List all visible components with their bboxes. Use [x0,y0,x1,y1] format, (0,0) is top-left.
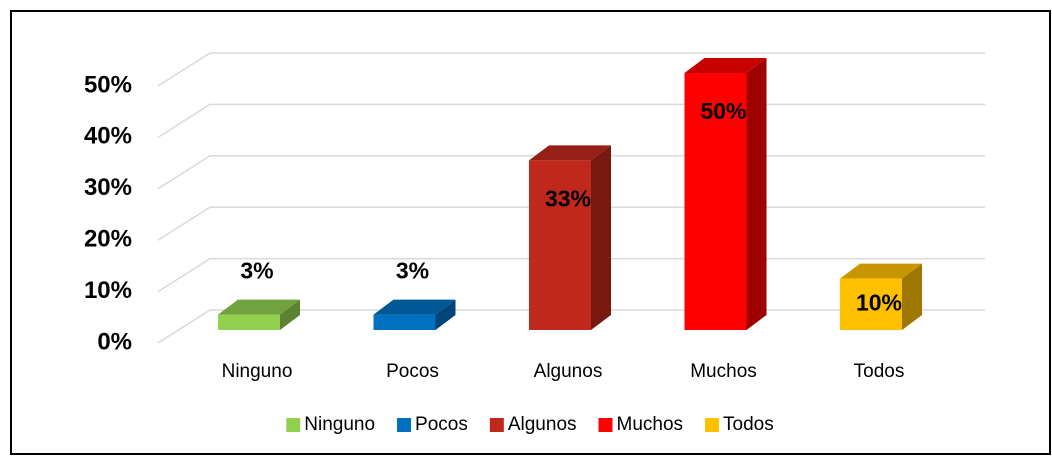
y-tick-label: 30% [84,174,132,201]
x-tick-label: Algunos [534,361,603,382]
data-label: 50% [700,98,746,124]
legend-swatch [489,418,504,432]
bar-top [218,299,300,315]
bar [218,314,280,330]
bar-side [902,263,922,330]
bar-side [280,299,300,330]
grid-line [157,52,985,87]
x-tick-label: Todos [854,361,905,382]
legend-label: Muchos [617,414,684,435]
bar-top [529,145,611,161]
bar-side [591,145,611,330]
bar-top [373,299,456,315]
legend-label: Pocos [415,414,468,435]
y-tick-label: 10% [84,277,132,304]
x-tick-label: Muchos [690,361,757,382]
y-tick-label: 40% [84,123,132,150]
bar [529,160,591,330]
legend-swatch [397,418,412,432]
bar [684,73,747,330]
bar-side [746,58,767,330]
y-tick-label: 20% [84,226,132,253]
bar [373,314,436,330]
bar-top [684,58,767,73]
bar-top [840,263,922,279]
data-label: 10% [856,289,902,315]
legend-label: Ninguno [304,414,375,435]
data-label: 3% [240,258,273,284]
legend-swatch [286,418,301,432]
y-tick-label: 50% [84,71,132,98]
legend-label: Algunos [508,414,577,435]
legend-swatch [705,418,720,432]
bar [840,278,902,330]
bar-side [435,299,456,330]
x-tick-label: Ninguno [222,361,293,382]
data-label: 33% [545,185,591,211]
x-tick-label: Pocos [386,361,439,382]
y-tick-label: 0% [97,328,132,355]
legend-swatch [598,418,613,432]
data-label: 3% [396,258,429,284]
legend-label: Todos [723,414,774,435]
